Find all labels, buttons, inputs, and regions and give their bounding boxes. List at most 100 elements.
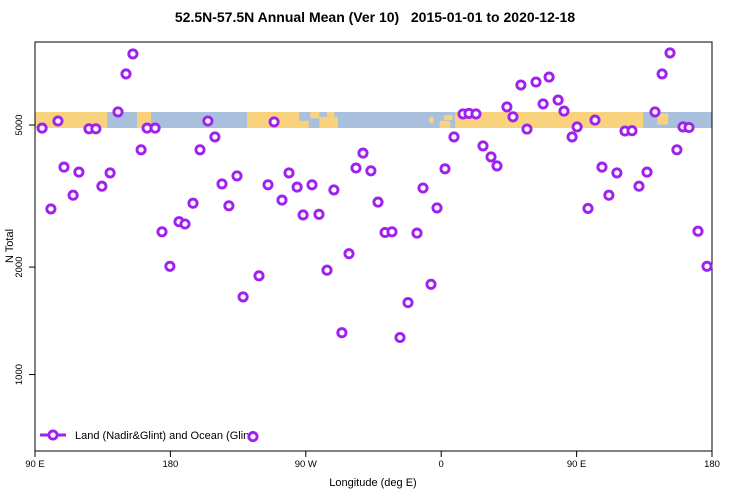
data-point [491,160,503,172]
data-point [58,161,70,173]
x-tick-label: 0 [439,459,444,470]
land-band-segment [429,116,434,124]
data-point [671,144,683,156]
data-point [73,166,85,178]
plot-border [34,41,713,452]
data-point [477,140,489,152]
x-tick-label: 90 W [295,459,317,470]
data-point [417,182,429,194]
data-point [104,167,116,179]
land-band-segment [657,113,669,125]
data-point [692,225,704,237]
y-tick-label: 2000 [14,256,25,277]
data-point [209,131,221,143]
data-point [425,278,437,290]
x-axis-title: Longitude (deg E) [329,477,416,489]
data-point [566,131,578,143]
data-point [135,144,147,156]
data-point [216,178,228,190]
data-point [431,202,443,214]
data-point [603,189,615,201]
data-point [90,123,102,135]
data-point [313,208,325,220]
data-point [515,79,527,91]
data-point [306,179,318,191]
data-point [336,327,348,339]
x-tick-label: 180 [704,459,720,470]
data-point [448,131,460,143]
land-band-segment [444,115,453,120]
data-point [283,167,295,179]
y-axis-title: N Total [4,229,16,263]
data-point [357,147,369,159]
land-band-segment [326,112,335,117]
data-point [543,71,555,83]
data-point [350,162,362,174]
data-point [683,121,695,134]
data-point [394,331,406,344]
data-point [626,125,638,137]
data-point [194,144,206,156]
x-tick-label: 180 [162,459,178,470]
data-point [589,114,601,126]
data-point [52,115,64,127]
data-point [268,116,280,128]
data-point [127,48,139,60]
data-point [149,122,161,134]
data-point [291,181,303,193]
data-point [253,270,265,282]
data-point [321,264,333,276]
data-point [411,227,423,239]
data-point [328,184,340,196]
data-point [701,260,713,272]
data-point [470,108,482,120]
data-point [485,151,497,163]
data-point [112,106,124,118]
data-point [530,76,542,88]
land-band-segment [455,112,644,128]
legend-marker-circle [47,429,59,441]
data-point [558,105,570,117]
land-band-segment [299,120,309,128]
data-point [237,291,249,303]
data-point [521,123,533,135]
land-band-segment [439,120,451,128]
data-point [656,68,668,80]
legend: Land (Nadir&Glint) and Ocean (Glint) [40,429,256,442]
legend-label: Land (Nadir&Glint) and Ocean (Glint) [75,430,256,442]
y-tick-label: 5000 [14,114,25,135]
data-point [402,297,414,309]
chart-title: 52.5N-57.5N Annual Mean (Ver 10) 2015-01… [174,9,576,25]
data-point [596,161,608,173]
data-point [571,121,583,133]
data-point [156,226,168,238]
data-point [507,111,519,123]
land-band-segment [310,112,320,119]
data-point [202,115,214,127]
data-point [276,194,288,206]
data-point [343,248,355,260]
data-point [45,203,57,215]
data-point [365,165,377,177]
data-point [372,196,384,208]
data-point [67,189,79,201]
data-point [611,167,623,179]
data-point [179,218,191,230]
x-tick-label: 90 E [567,459,587,470]
data-point [223,200,235,212]
x-tick-label: 90 E [25,459,45,470]
data-point [552,94,564,106]
data-point [649,106,661,118]
y-tick-label: 1000 [14,364,25,385]
data-point [231,170,243,182]
data-point [501,101,513,113]
data-point [633,180,645,192]
data-point [247,431,259,443]
data-point [187,197,199,209]
land-band-segment [319,116,338,128]
data-point [582,202,594,214]
data-point [537,98,549,110]
data-point [297,209,309,221]
